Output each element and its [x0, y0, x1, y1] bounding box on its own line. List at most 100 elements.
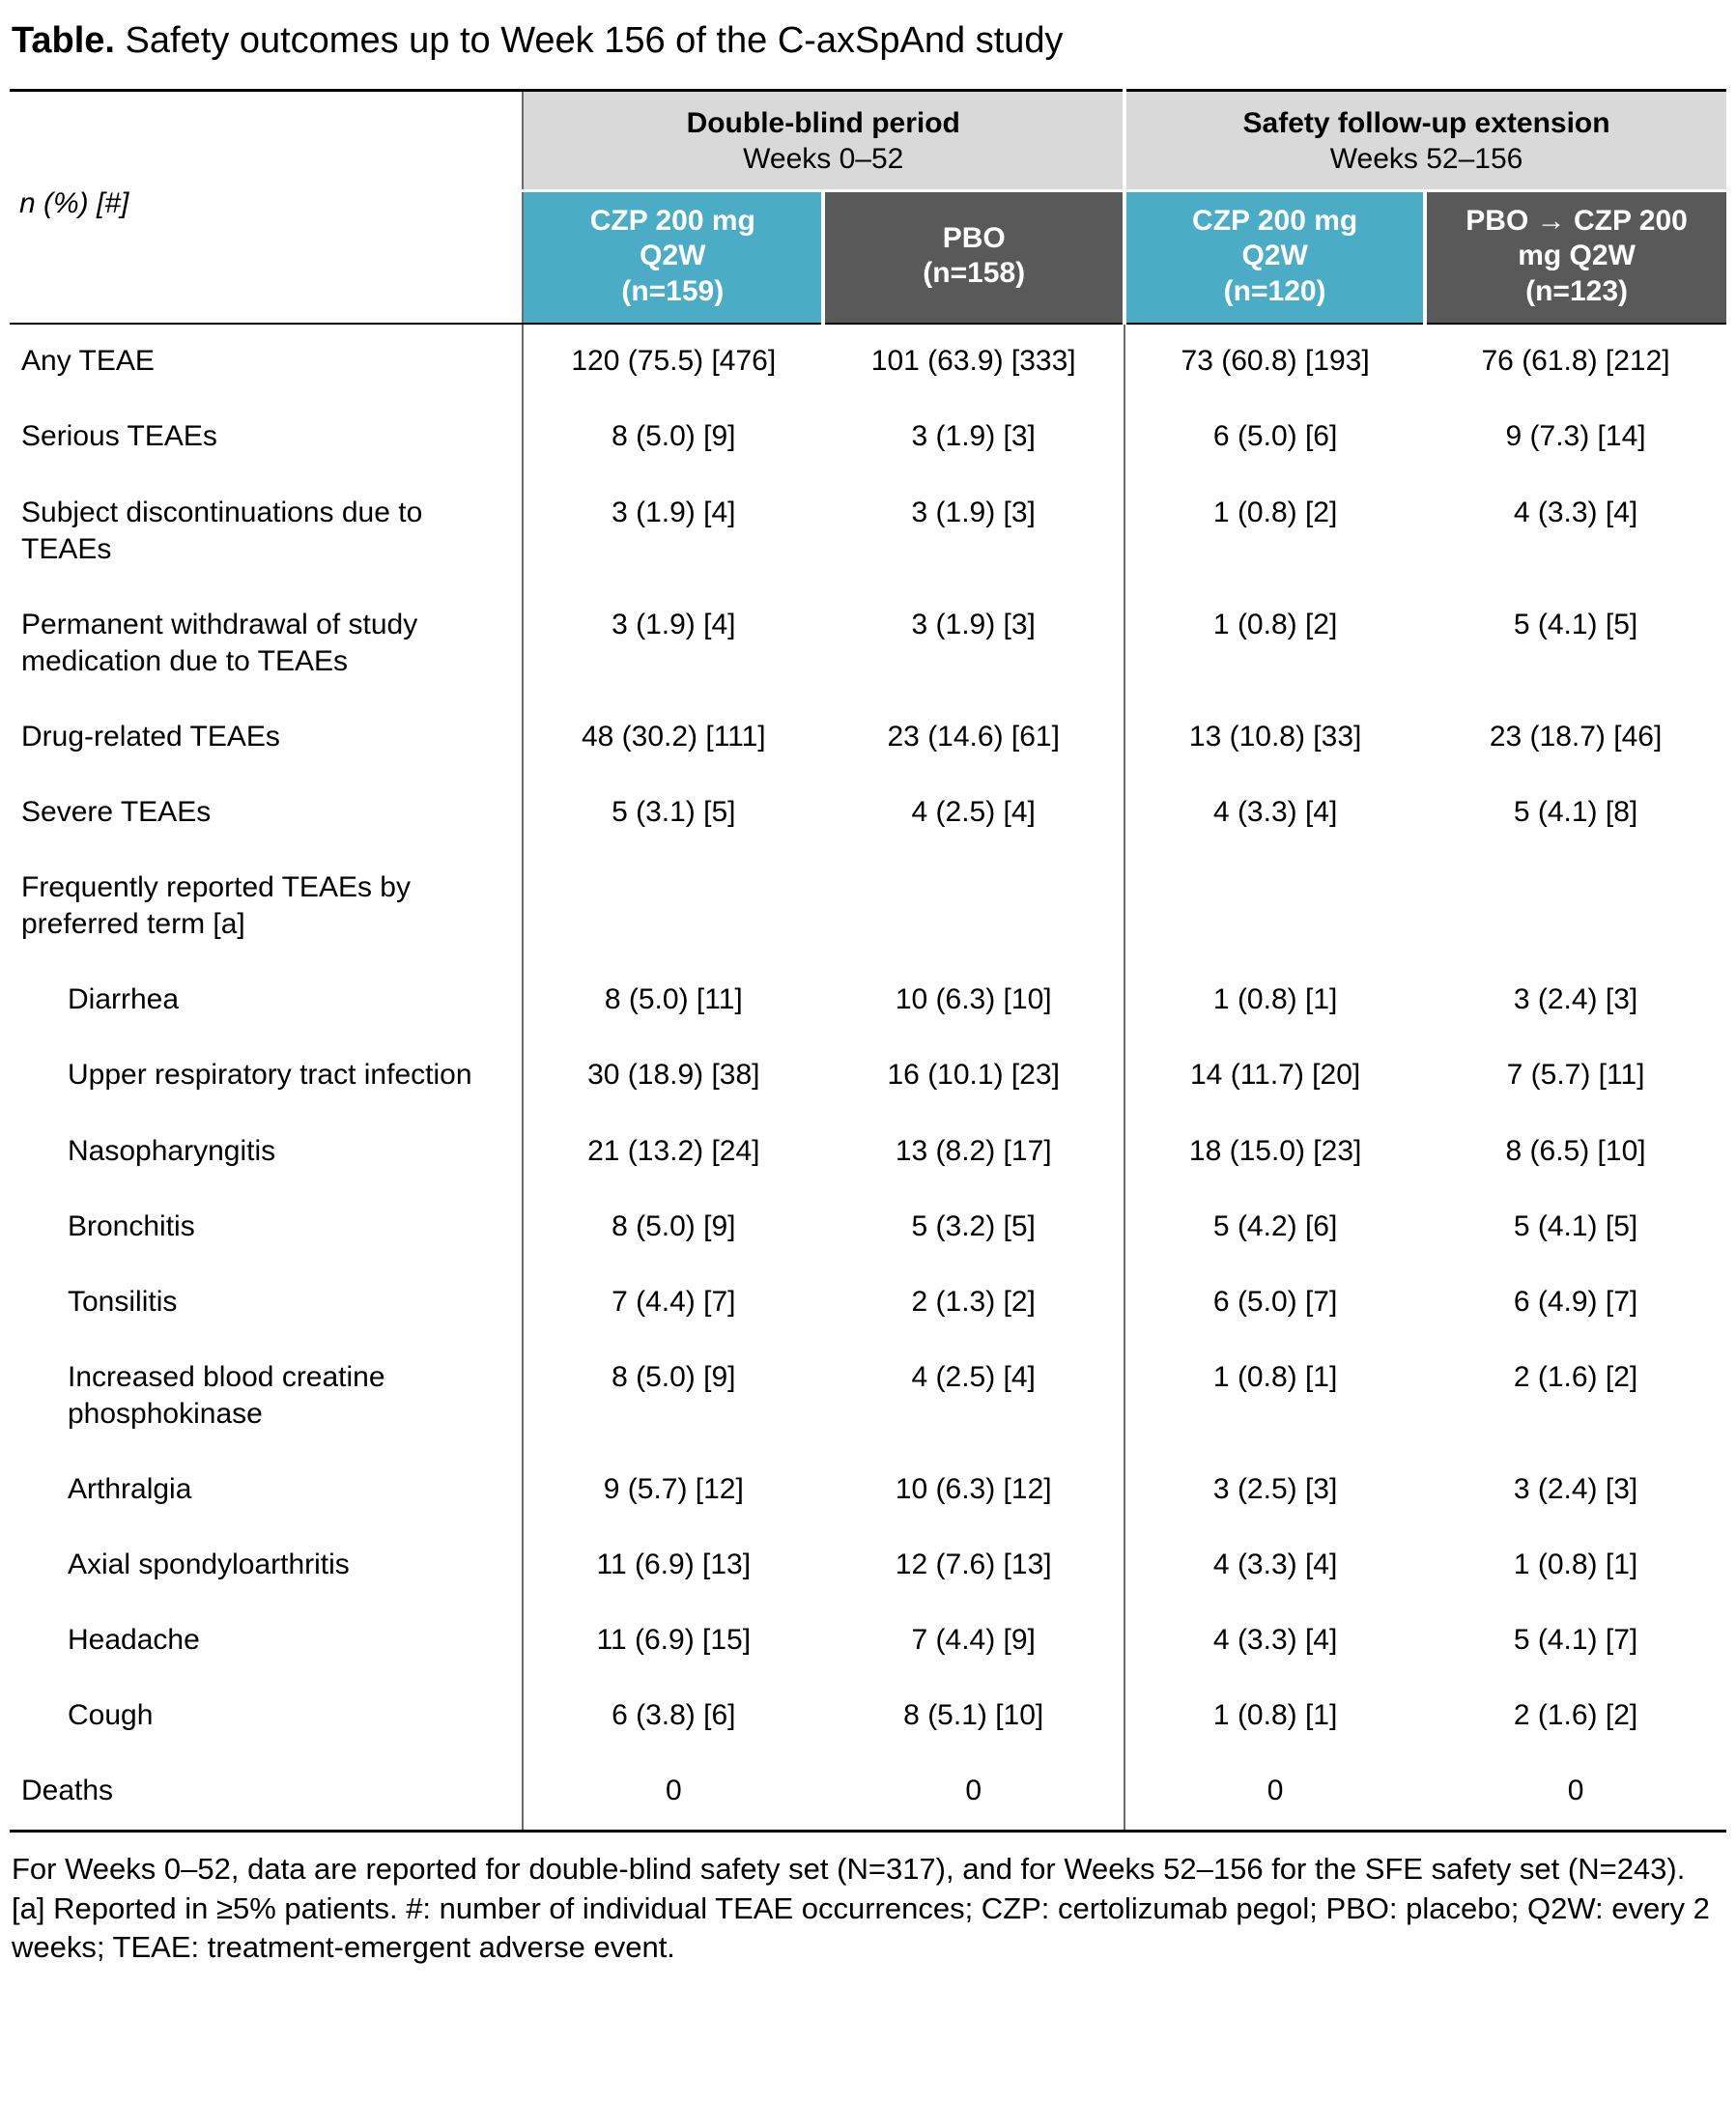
period-header-row: n (%) [#] Double-blind period Weeks 0–52…	[10, 90, 1726, 326]
row-label: Upper respiratory tract infection	[68, 1059, 472, 1092]
cell-value: 0	[522, 1754, 824, 1832]
cell-value: 8 (6.5) [10]	[1505, 1134, 1646, 1167]
cell-value: 48 (30.2) [111]	[522, 699, 824, 777]
table-row: Bronchitis 8 (5.0) [9] 5 (3.2) [5] 5 (4.2) …	[10, 1189, 1726, 1265]
group-subtitle-double-blind: Weeks 0–52	[743, 143, 904, 176]
cell-value: 1 (0.8) [1]	[1124, 963, 1426, 1039]
row-label: Cough	[68, 1699, 154, 1732]
row-label: Nasopharyngitis	[68, 1134, 276, 1167]
cell-value: 3 (1.9) [4]	[522, 587, 824, 700]
table-row: Drug-related TEAEs 48 (30.2) [111] 23 (14.…	[10, 699, 1726, 777]
cell-value: 4 (3.3) [4]	[1124, 776, 1426, 852]
cell-value: 8 (5.0) [11]	[522, 963, 824, 1039]
cell-value: 9 (5.7) [12]	[522, 1452, 824, 1529]
cell-value: 1 (0.8) [1]	[1513, 1549, 1638, 1581]
cell-value: 1 (0.8) [2]	[1124, 587, 1426, 700]
cell-value: 11 (6.9) [13]	[522, 1528, 824, 1605]
table-row: Upper respiratory tract infection 30 (18.…	[10, 1038, 1726, 1115]
table-row: Severe TEAEs 5 (3.1) [5] 4 (2.5) [4] 4 (3.3…	[10, 776, 1726, 852]
table-row: Headache 11 (6.9) [15] 7 (4.4) [9] 4 (3.3) …	[10, 1604, 1726, 1680]
table-row: Any TEAE 120 (75.5) [476] 101 (63.9) [333]…	[10, 324, 1726, 401]
cell-value: 8 (5.0) [9]	[522, 1340, 824, 1453]
cell-value: 1 (0.8) [2]	[1124, 475, 1426, 588]
table-row: Increased blood creatine phosphokinase 8 …	[10, 1340, 1726, 1453]
cell-value: 30 (18.9) [38]	[522, 1038, 824, 1115]
table-title-text: Safety outcomes up to Week 156 of the C-…	[115, 20, 1064, 61]
cell-value: 13 (10.8) [33]	[1124, 699, 1426, 777]
cell-value: 3 (1.9) [3]	[911, 420, 1036, 453]
column-header-pbo-to-czp-extension: PBO → CZP 200 mg Q2W (n=123)	[1423, 190, 1726, 326]
treatment-header-row: CZP 200 mg Q2W (n=159) PBO (n=158) CZP 2…	[10, 190, 1726, 326]
measure-header-label: n (%) [#]	[19, 187, 129, 220]
cell-value: 3 (1.9) [3]	[911, 608, 1036, 640]
row-label: Axial spondyloarthritis	[68, 1549, 350, 1581]
table-row: Subject discontinuations due to TEAEs 3 (…	[10, 475, 1726, 588]
cell-value: 5 (4.1) [5]	[1513, 1209, 1638, 1242]
table-row: Nasopharyngitis 21 (13.2) [24] 13 (8.2) [1…	[10, 1114, 1726, 1190]
cell-value: 101 (63.9) [333]	[870, 345, 1076, 378]
cell-value: 2 (1.3) [2]	[911, 1285, 1036, 1318]
cell-value: 120 (75.5) [476]	[522, 324, 824, 401]
row-label: Any TEAE	[21, 345, 155, 378]
group-header-double-blind: Double-blind period Weeks 0–52	[522, 90, 1125, 192]
cell-value: 7 (4.4) [7]	[522, 1265, 824, 1341]
cell-value: 3 (2.5) [3]	[1124, 1452, 1426, 1529]
cell-value: 0	[965, 1775, 982, 1807]
cell-value: 23 (14.6) [61]	[887, 720, 1060, 753]
row-label: Frequently reported TEAEs by preferred t…	[21, 871, 411, 941]
table-row: Axial spondyloarthritis 11 (6.9) [13] 12 (…	[10, 1528, 1726, 1605]
cell-value	[1124, 851, 1426, 964]
group-header-safety-extension: Safety follow-up extension Weeks 52–156	[1123, 90, 1726, 192]
table-row: Deaths 0 0 0 0	[10, 1754, 1726, 1832]
cell-value: 4 (2.5) [4]	[911, 1360, 1036, 1393]
column-header-czp-extension: CZP 200 mg Q2W (n=120)	[1123, 190, 1426, 326]
cell-value	[823, 851, 1124, 963]
table-title-prefix: Table.	[12, 20, 115, 61]
row-label: Bronchitis	[68, 1209, 195, 1242]
measure-header-cell: n (%) [#]	[10, 90, 524, 326]
table-row: Diarrhea 8 (5.0) [11] 10 (6.3) [10] 1 (0.8)…	[10, 963, 1726, 1039]
table-body: Any TEAE 120 (75.5) [476] 101 (63.9) [333]…	[10, 324, 1726, 1832]
cell-value: 8 (5.1) [10]	[903, 1699, 1044, 1732]
cell-value: 7 (4.4) [9]	[911, 1624, 1036, 1657]
table-row: Frequently reported TEAEs by preferred t…	[10, 851, 1726, 964]
column-header-pbo-double-blind: PBO (n=158)	[821, 190, 1125, 326]
cell-value: 3 (1.9) [4]	[522, 475, 824, 588]
cell-value: 18 (15.0) [23]	[1124, 1114, 1426, 1190]
cell-value: 10 (6.3) [12]	[895, 1472, 1052, 1505]
table-title: Table. Safety outcomes up to Week 156 of…	[12, 19, 1724, 64]
row-label: Increased blood creatine phosphokinase	[68, 1360, 385, 1430]
cell-value: 7 (5.7) [11]	[1506, 1059, 1645, 1092]
cell-value: 1 (0.8) [1]	[1124, 1340, 1426, 1453]
cell-value: 8 (5.0) [9]	[522, 1189, 824, 1265]
cell-value: 6 (5.0) [7]	[1124, 1265, 1426, 1341]
row-label: Tonsilitis	[68, 1285, 178, 1318]
cell-value: 0	[1124, 1754, 1426, 1832]
cell-value: 5 (4.1) [5]	[1513, 608, 1638, 640]
cell-value	[1425, 851, 1726, 963]
cell-value: 3 (2.4) [3]	[1513, 1472, 1638, 1505]
cell-value: 4 (3.3) [4]	[1124, 1604, 1426, 1680]
cell-value: 6 (3.8) [6]	[522, 1679, 824, 1755]
cell-value: 21 (13.2) [24]	[522, 1114, 824, 1190]
row-label: Permanent withdrawal of study medication…	[21, 608, 418, 677]
cell-value: 2 (1.6) [2]	[1513, 1699, 1638, 1732]
row-label: Drug-related TEAEs	[21, 720, 280, 753]
cell-value: 6 (4.9) [7]	[1513, 1285, 1638, 1318]
cell-value: 3 (1.9) [3]	[911, 496, 1036, 528]
row-label: Diarrhea	[68, 983, 180, 1016]
row-label: Severe TEAEs	[21, 796, 212, 829]
safety-outcomes-table: n (%) [#] Double-blind period Weeks 0–52…	[10, 88, 1726, 1833]
cell-value: 11 (6.9) [15]	[522, 1604, 824, 1680]
cell-value: 5 (4.2) [6]	[1124, 1189, 1426, 1265]
cell-value: 13 (8.2) [17]	[895, 1134, 1052, 1167]
cell-value: 5 (4.1) [8]	[1513, 796, 1638, 829]
row-label: Deaths	[21, 1775, 114, 1807]
table-row: Tonsilitis 7 (4.4) [7] 2 (1.3) [2] 6 (5.0) …	[10, 1265, 1726, 1341]
group-title-double-blind: Double-blind period	[686, 106, 960, 139]
cell-value: 14 (11.7) [20]	[1124, 1038, 1426, 1115]
cell-value: 9 (7.3) [14]	[1505, 420, 1646, 453]
cell-value: 76 (61.8) [212]	[1481, 345, 1670, 378]
group-title-safety-extension: Safety follow-up extension	[1242, 106, 1610, 139]
cell-value: 73 (60.8) [193]	[1124, 324, 1426, 401]
